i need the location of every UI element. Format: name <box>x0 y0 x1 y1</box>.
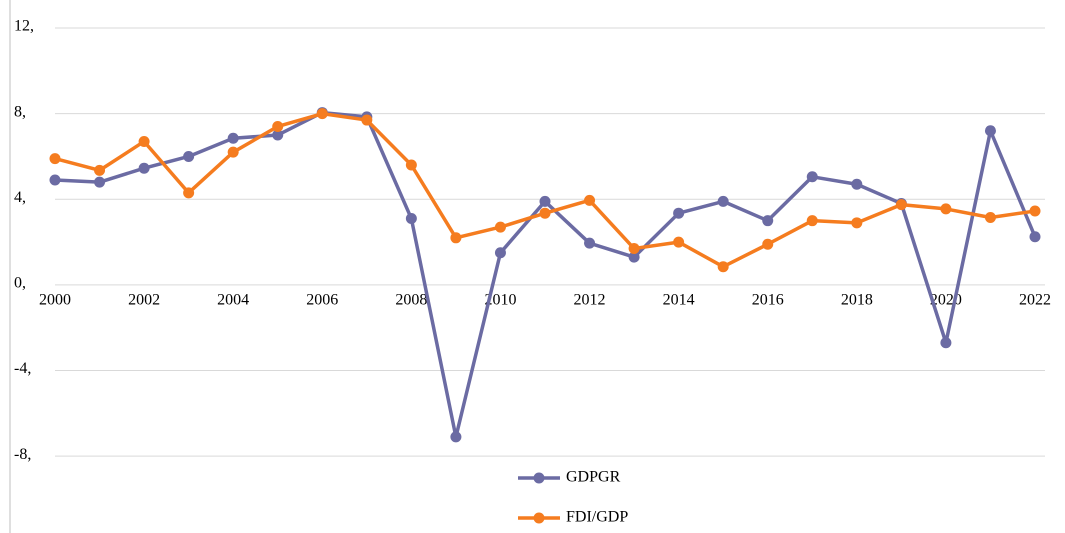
data-point <box>450 232 462 244</box>
data-point <box>1029 205 1041 217</box>
data-point <box>895 199 907 211</box>
data-point <box>806 215 818 227</box>
data-point <box>49 153 61 165</box>
series-line <box>54 110 1037 439</box>
data-point <box>405 213 417 225</box>
data-point <box>673 236 685 248</box>
x-tick-label: 2002 <box>128 292 160 309</box>
x-tick-label: 2008 <box>395 292 427 309</box>
data-point <box>49 174 61 186</box>
data-point <box>628 251 640 263</box>
data-point <box>183 187 195 199</box>
series-line <box>54 111 1036 269</box>
data-point <box>272 120 284 132</box>
x-tick-label: 2016 <box>752 292 784 309</box>
x-tick-label: 2012 <box>574 292 606 309</box>
x-tick-label: 2006 <box>306 292 338 309</box>
data-point <box>272 129 284 141</box>
x-tick-label: 2022 <box>1019 292 1051 309</box>
data-point <box>717 195 729 207</box>
data-point <box>450 431 462 443</box>
legend-marker <box>533 512 545 524</box>
x-tick-label: 2000 <box>39 292 71 309</box>
data-point <box>806 171 818 183</box>
data-point <box>405 159 417 171</box>
data-point <box>628 243 640 255</box>
data-point <box>361 114 373 126</box>
y-tick-label: 4, <box>14 189 26 206</box>
legend-label: FDI/GDP <box>566 509 628 526</box>
data-point <box>494 221 506 233</box>
data-point <box>94 176 106 188</box>
x-tick-label: 2014 <box>663 292 695 309</box>
data-point <box>762 238 774 250</box>
data-point <box>94 164 106 176</box>
y-tick-label: -8, <box>14 446 31 463</box>
y-tick-label: 0, <box>14 275 26 292</box>
data-point <box>183 150 195 162</box>
data-point <box>539 207 551 219</box>
y-tick-label: 12, <box>14 18 34 35</box>
data-point <box>984 125 996 137</box>
data-point <box>227 146 239 158</box>
data-point <box>494 247 506 259</box>
data-point <box>940 203 952 215</box>
data-point <box>316 108 328 120</box>
x-tick-label: 2010 <box>484 292 516 309</box>
x-tick-label: 2018 <box>841 292 873 309</box>
y-tick-label: 8, <box>14 103 26 120</box>
x-tick-label: 2004 <box>217 292 249 309</box>
data-point <box>138 135 150 147</box>
legend-label: GDPGR <box>566 469 621 486</box>
data-point <box>227 132 239 144</box>
data-point <box>851 217 863 229</box>
data-point <box>851 178 863 190</box>
data-point <box>1029 231 1041 243</box>
data-point <box>762 215 774 227</box>
data-point <box>584 237 596 249</box>
data-point <box>584 194 596 206</box>
data-point <box>984 211 996 223</box>
data-point <box>717 261 729 273</box>
legend-marker <box>533 472 545 484</box>
data-point <box>539 195 551 207</box>
data-point <box>940 337 952 349</box>
y-tick-label: -4, <box>14 360 31 377</box>
data-point <box>138 162 150 174</box>
data-point <box>673 207 685 219</box>
